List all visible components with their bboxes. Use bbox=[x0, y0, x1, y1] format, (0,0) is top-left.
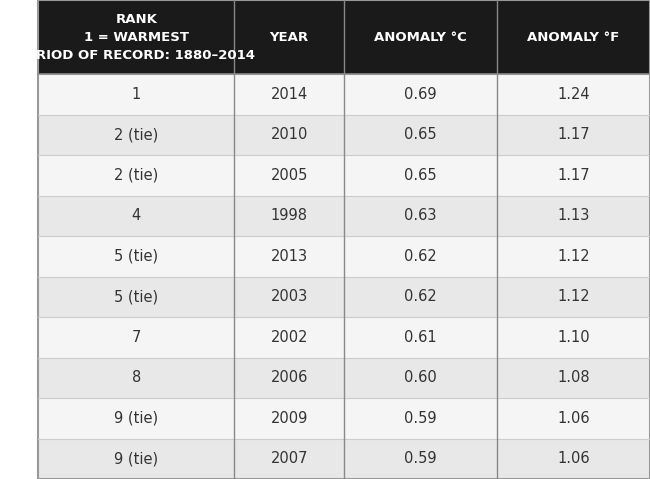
Bar bbox=[234, 439, 344, 479]
Bar bbox=[497, 0, 650, 74]
Bar bbox=[344, 236, 497, 277]
Text: 8: 8 bbox=[132, 370, 141, 385]
Bar bbox=[234, 0, 344, 74]
Text: 0.59: 0.59 bbox=[404, 411, 437, 426]
Bar bbox=[344, 115, 497, 155]
Text: 1.10: 1.10 bbox=[557, 330, 590, 345]
Text: 2013: 2013 bbox=[270, 249, 307, 264]
Bar bbox=[234, 277, 344, 317]
Bar bbox=[497, 277, 650, 317]
Bar bbox=[497, 195, 650, 236]
Bar bbox=[38, 317, 234, 357]
Text: 1.17: 1.17 bbox=[557, 127, 590, 142]
Text: 1.06: 1.06 bbox=[557, 411, 590, 426]
Bar bbox=[344, 439, 497, 479]
Bar bbox=[38, 236, 234, 277]
Text: 0.62: 0.62 bbox=[404, 289, 437, 304]
Bar bbox=[344, 155, 497, 196]
Bar bbox=[38, 357, 234, 398]
Text: 1.08: 1.08 bbox=[557, 370, 590, 385]
Text: 1.06: 1.06 bbox=[557, 451, 590, 466]
Bar bbox=[38, 115, 234, 155]
Bar bbox=[234, 115, 344, 155]
Text: 0.65: 0.65 bbox=[404, 127, 437, 142]
Text: 2014: 2014 bbox=[270, 87, 308, 102]
Bar bbox=[38, 398, 234, 439]
Bar bbox=[344, 0, 497, 74]
Bar bbox=[497, 236, 650, 277]
Bar bbox=[38, 195, 234, 236]
Text: 2 (tie): 2 (tie) bbox=[114, 127, 159, 142]
Text: 1.12: 1.12 bbox=[557, 249, 590, 264]
Text: 0.62: 0.62 bbox=[404, 249, 437, 264]
Bar bbox=[344, 195, 497, 236]
Text: 2010: 2010 bbox=[270, 127, 308, 142]
Text: 0.69: 0.69 bbox=[404, 87, 437, 102]
Bar bbox=[38, 439, 234, 479]
Bar bbox=[38, 74, 234, 115]
Text: 1: 1 bbox=[132, 87, 141, 102]
Bar bbox=[497, 317, 650, 357]
Text: RANK
1 = WARMEST
PERIOD OF RECORD: 1880–2014: RANK 1 = WARMEST PERIOD OF RECORD: 1880–… bbox=[18, 12, 255, 62]
Bar bbox=[38, 277, 234, 317]
Text: 0.60: 0.60 bbox=[404, 370, 437, 385]
Text: 1.12: 1.12 bbox=[557, 289, 590, 304]
Text: 4: 4 bbox=[132, 208, 141, 223]
Text: 5 (tie): 5 (tie) bbox=[114, 249, 159, 264]
Bar bbox=[344, 277, 497, 317]
Text: 2003: 2003 bbox=[270, 289, 308, 304]
Bar bbox=[344, 74, 497, 115]
Text: 2002: 2002 bbox=[270, 330, 308, 345]
Bar bbox=[344, 317, 497, 357]
Bar bbox=[497, 398, 650, 439]
Text: 2005: 2005 bbox=[270, 168, 308, 183]
Bar bbox=[234, 236, 344, 277]
Text: 9 (tie): 9 (tie) bbox=[114, 411, 159, 426]
Text: 1.13: 1.13 bbox=[557, 208, 590, 223]
Text: 5 (tie): 5 (tie) bbox=[114, 289, 159, 304]
Text: 1998: 1998 bbox=[270, 208, 307, 223]
Bar bbox=[38, 0, 234, 74]
Bar bbox=[234, 398, 344, 439]
Text: YEAR: YEAR bbox=[270, 31, 309, 44]
Text: 1.24: 1.24 bbox=[557, 87, 590, 102]
Text: 2007: 2007 bbox=[270, 451, 308, 466]
Text: 1.17: 1.17 bbox=[557, 168, 590, 183]
Text: 0.61: 0.61 bbox=[404, 330, 437, 345]
Bar bbox=[344, 357, 497, 398]
Text: 0.59: 0.59 bbox=[404, 451, 437, 466]
Bar bbox=[38, 155, 234, 196]
Bar bbox=[234, 155, 344, 196]
Bar bbox=[497, 155, 650, 196]
Bar bbox=[497, 115, 650, 155]
Bar bbox=[497, 357, 650, 398]
Text: 2 (tie): 2 (tie) bbox=[114, 168, 159, 183]
Text: ANOMALY °F: ANOMALY °F bbox=[527, 31, 619, 44]
Text: 2006: 2006 bbox=[270, 370, 308, 385]
Text: 0.65: 0.65 bbox=[404, 168, 437, 183]
Bar bbox=[497, 439, 650, 479]
Bar bbox=[344, 398, 497, 439]
Bar bbox=[234, 357, 344, 398]
Bar bbox=[234, 317, 344, 357]
Text: ANOMALY °C: ANOMALY °C bbox=[374, 31, 467, 44]
Text: 7: 7 bbox=[131, 330, 141, 345]
Bar bbox=[234, 74, 344, 115]
Text: 0.63: 0.63 bbox=[404, 208, 437, 223]
Bar bbox=[497, 74, 650, 115]
Text: 9 (tie): 9 (tie) bbox=[114, 451, 159, 466]
Text: 2009: 2009 bbox=[270, 411, 308, 426]
Bar bbox=[234, 195, 344, 236]
